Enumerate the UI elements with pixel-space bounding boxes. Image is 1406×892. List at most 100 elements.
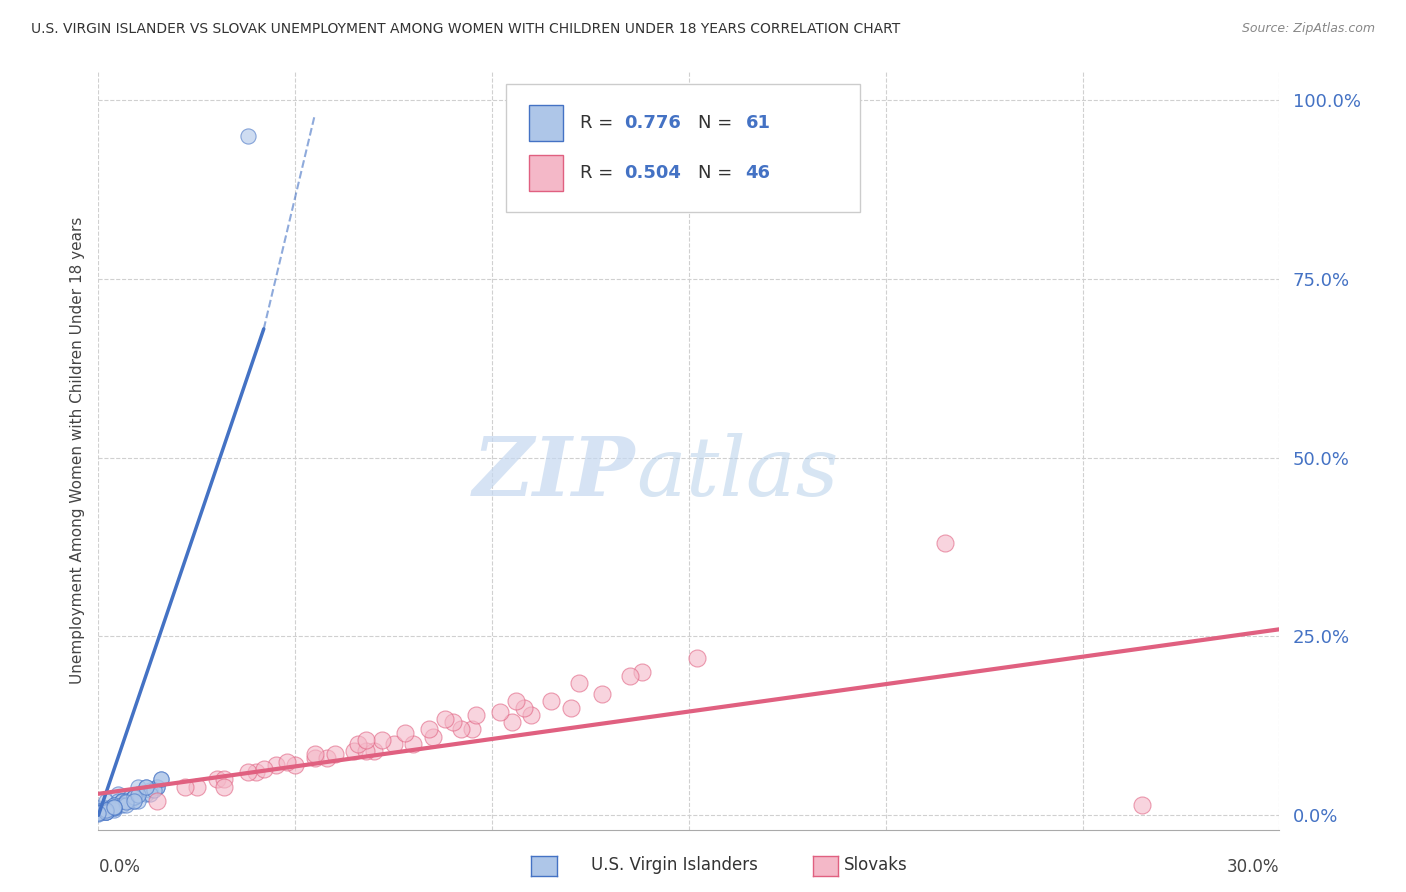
Point: [103, 801, 125, 815]
Point: [138, 783, 160, 797]
Point: [591, 687, 613, 701]
Text: 0.504: 0.504: [624, 164, 681, 182]
Point: [540, 694, 562, 708]
Point: [568, 676, 591, 690]
Point: [347, 737, 370, 751]
Text: 30.0%: 30.0%: [1227, 858, 1279, 876]
Point: [205, 772, 228, 787]
Point: [107, 787, 129, 801]
Point: [236, 765, 259, 780]
FancyBboxPatch shape: [530, 104, 562, 141]
Point: [461, 723, 484, 737]
Point: [441, 715, 464, 730]
Point: [418, 723, 440, 737]
Point: [115, 794, 138, 808]
Point: [111, 794, 134, 808]
Point: [122, 790, 145, 805]
Point: [619, 669, 641, 683]
Point: [87, 801, 110, 815]
Point: [103, 799, 125, 814]
Point: [122, 790, 145, 805]
Point: [138, 787, 160, 801]
Point: [402, 737, 425, 751]
Point: [122, 790, 145, 805]
Point: [394, 726, 416, 740]
Point: [111, 797, 134, 812]
Text: R =: R =: [581, 114, 619, 132]
Point: [253, 762, 276, 776]
Point: [174, 780, 197, 794]
Point: [150, 772, 173, 787]
Text: N =: N =: [699, 114, 738, 132]
Text: U.S. VIRGIN ISLANDER VS SLOVAK UNEMPLOYMENT AMONG WOMEN WITH CHILDREN UNDER 18 Y: U.S. VIRGIN ISLANDER VS SLOVAK UNEMPLOYM…: [31, 22, 900, 37]
Point: [118, 794, 141, 808]
Point: [354, 733, 377, 747]
Point: [87, 805, 110, 819]
Point: [146, 780, 169, 794]
Point: [245, 765, 267, 780]
Point: [236, 128, 259, 143]
Point: [214, 780, 236, 794]
Text: 0.0%: 0.0%: [98, 858, 141, 876]
Point: [96, 805, 118, 819]
Point: [686, 651, 709, 665]
Point: [127, 794, 149, 808]
Point: [87, 806, 110, 821]
Point: [315, 751, 337, 765]
Point: [323, 747, 346, 762]
Text: 61: 61: [745, 114, 770, 132]
Point: [103, 797, 125, 812]
Point: [465, 708, 488, 723]
Point: [630, 665, 652, 680]
Point: [501, 715, 523, 730]
Point: [343, 744, 366, 758]
Text: U.S. Virgin Islanders: U.S. Virgin Islanders: [591, 856, 758, 874]
Point: [115, 797, 138, 812]
Point: [91, 805, 114, 819]
Text: ZIP: ZIP: [474, 434, 636, 513]
Point: [91, 803, 114, 817]
Point: [186, 780, 208, 794]
Point: [560, 701, 582, 715]
Point: [304, 747, 326, 762]
FancyBboxPatch shape: [506, 84, 860, 211]
Point: [87, 806, 110, 821]
Point: [264, 758, 287, 772]
Point: [96, 805, 118, 819]
Y-axis label: Unemployment Among Women with Children Under 18 years: Unemployment Among Women with Children U…: [69, 217, 84, 684]
Point: [87, 806, 110, 821]
Point: [98, 801, 121, 815]
Point: [489, 705, 512, 719]
Point: [371, 733, 394, 747]
Point: [122, 794, 145, 808]
Point: [135, 780, 157, 794]
Point: [107, 794, 129, 808]
Text: Slovaks: Slovaks: [844, 856, 907, 874]
Point: [505, 694, 527, 708]
Point: [103, 797, 125, 812]
Point: [103, 799, 125, 814]
Point: [122, 794, 145, 808]
Point: [96, 805, 118, 819]
Point: [135, 787, 157, 801]
Point: [150, 772, 173, 787]
Point: [118, 790, 141, 805]
Point: [276, 755, 298, 769]
Point: [98, 801, 121, 815]
Text: atlas: atlas: [636, 434, 838, 513]
Point: [103, 803, 125, 817]
Point: [146, 780, 169, 794]
Point: [422, 730, 444, 744]
Point: [146, 794, 169, 808]
Point: [96, 803, 118, 817]
Point: [127, 787, 149, 801]
Point: [111, 794, 134, 808]
Point: [934, 536, 956, 550]
Point: [96, 803, 118, 817]
Point: [512, 701, 534, 715]
Point: [354, 744, 377, 758]
FancyBboxPatch shape: [530, 155, 562, 191]
Point: [96, 794, 118, 808]
Point: [91, 805, 114, 819]
Text: N =: N =: [699, 164, 738, 182]
